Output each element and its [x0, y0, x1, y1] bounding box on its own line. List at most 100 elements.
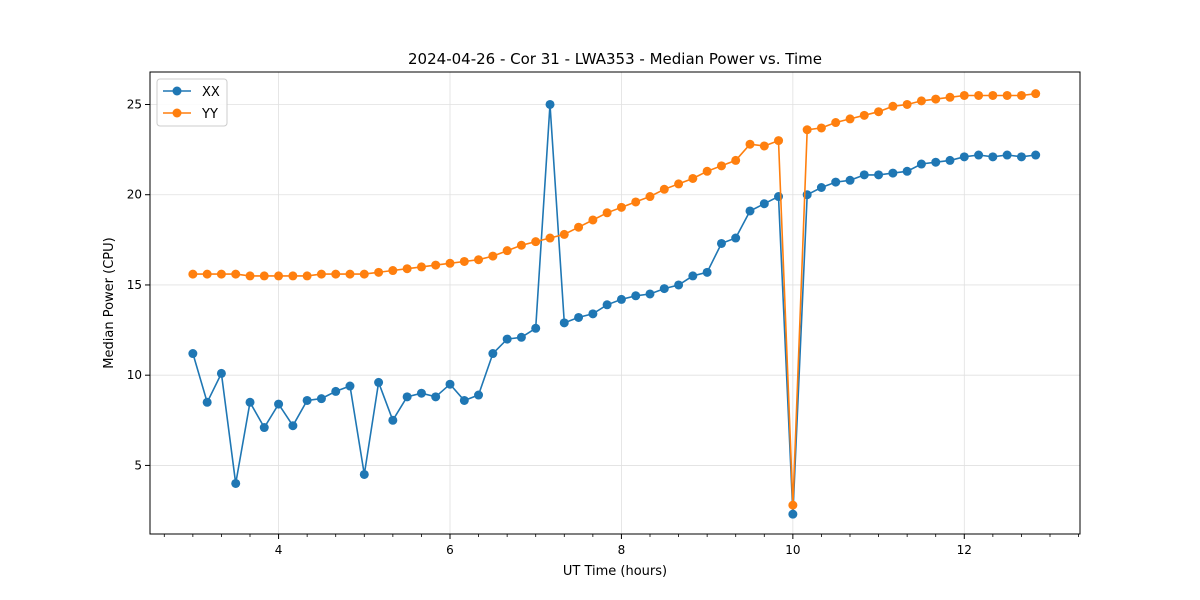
data-point-yy: [345, 269, 355, 279]
data-point-xx: [959, 152, 969, 162]
data-point-yy: [474, 255, 484, 265]
data-point-yy: [688, 173, 698, 183]
data-point-xx: [888, 168, 898, 178]
chart-title: 2024-04-26 - Cor 31 - LWA353 - Median Po…: [408, 50, 822, 68]
legend: XX YY: [156, 78, 228, 127]
data-point-yy: [816, 123, 826, 133]
data-point-yy: [616, 202, 626, 212]
data-point-yy: [802, 125, 812, 135]
legend-marker-xx: [172, 86, 182, 96]
data-point-yy: [516, 240, 526, 250]
data-point-yy: [502, 246, 512, 256]
data-point-yy: [388, 266, 398, 276]
data-point-yy: [402, 264, 412, 274]
data-point-xx: [416, 388, 426, 398]
data-point-yy: [916, 96, 926, 106]
x-tick-label: 6: [446, 543, 454, 557]
data-point-yy: [288, 271, 298, 281]
data-point-xx: [302, 395, 312, 405]
x-tick-label: 10: [785, 543, 800, 557]
data-point-xx: [1002, 150, 1012, 160]
data-point-xx: [688, 271, 698, 281]
legend-label-xx: XX: [202, 85, 220, 100]
data-point-yy: [216, 269, 226, 279]
data-point-yy: [459, 256, 469, 266]
data-point-xx: [1031, 150, 1041, 160]
data-point-xx: [674, 280, 684, 290]
data-point-xx: [445, 379, 455, 389]
data-point-yy: [188, 269, 198, 279]
data-point-yy: [788, 500, 798, 510]
data-point-xx: [931, 157, 941, 167]
data-point-xx: [1016, 152, 1026, 162]
data-point-yy: [1002, 90, 1012, 100]
data-point-yy: [316, 269, 326, 279]
y-tick-label: 5: [134, 458, 142, 472]
plot-frame: [149, 71, 1081, 535]
data-point-xx: [845, 175, 855, 185]
data-point-xx: [945, 155, 955, 165]
y-tick-label: 20: [127, 188, 142, 202]
data-point-yy: [702, 166, 712, 176]
data-point-yy: [574, 222, 584, 232]
y-tick-label: 10: [127, 368, 142, 382]
data-point-xx: [331, 386, 341, 396]
data-point-yy: [202, 269, 212, 279]
series-layer: [188, 89, 1041, 519]
data-point-xx: [716, 238, 726, 248]
data-point-yy: [974, 90, 984, 100]
data-point-yy: [259, 271, 269, 281]
data-point-yy: [759, 141, 769, 151]
data-point-yy: [274, 271, 284, 281]
data-point-yy: [302, 271, 312, 281]
y-axis-label: Median Power (CPU): [102, 237, 117, 368]
tick-layer: 4 6 8 10 12 5 10 15 20 25: [127, 97, 1079, 557]
data-point-yy: [874, 107, 884, 117]
x-tick-label: 12: [957, 543, 972, 557]
data-point-yy: [945, 92, 955, 102]
data-point-xx: [231, 478, 241, 488]
data-point-yy: [859, 110, 869, 120]
data-point-xx: [316, 394, 326, 404]
data-point-yy: [531, 237, 541, 247]
data-point-yy: [988, 90, 998, 100]
y-tick-label: 25: [127, 97, 142, 111]
data-point-xx: [588, 309, 598, 319]
data-point-xx: [274, 399, 284, 409]
data-point-xx: [516, 332, 526, 342]
data-point-yy: [1016, 90, 1026, 100]
data-point-xx: [402, 392, 412, 402]
x-axis-label: UT Time (hours): [563, 564, 667, 579]
y-tick-label: 15: [127, 278, 142, 292]
data-point-yy: [831, 118, 841, 128]
data-point-xx: [502, 334, 512, 344]
data-point-xx: [188, 349, 198, 359]
data-point-xx: [374, 377, 384, 387]
data-point-xx: [245, 397, 255, 407]
data-point-yy: [374, 267, 384, 277]
data-point-xx: [774, 192, 784, 202]
data-point-xx: [459, 395, 469, 405]
data-point-yy: [902, 99, 912, 109]
data-point-xx: [731, 233, 741, 243]
data-point-xx: [874, 170, 884, 180]
data-point-yy: [645, 192, 655, 202]
data-point-yy: [231, 269, 241, 279]
data-point-yy: [359, 269, 369, 279]
legend-label-yy: YY: [201, 107, 218, 122]
data-point-xx: [359, 469, 369, 479]
data-point-xx: [659, 284, 669, 294]
data-point-yy: [488, 251, 498, 261]
data-point-xx: [288, 421, 298, 431]
data-point-xx: [474, 390, 484, 400]
data-point-xx: [974, 150, 984, 160]
data-point-yy: [545, 233, 555, 243]
data-point-yy: [416, 262, 426, 272]
legend-marker-yy: [172, 108, 182, 118]
data-point-xx: [259, 423, 269, 433]
data-point-yy: [674, 179, 684, 189]
data-point-yy: [959, 90, 969, 100]
data-point-xx: [531, 323, 541, 333]
data-point-yy: [331, 269, 341, 279]
data-point-xx: [574, 312, 584, 322]
